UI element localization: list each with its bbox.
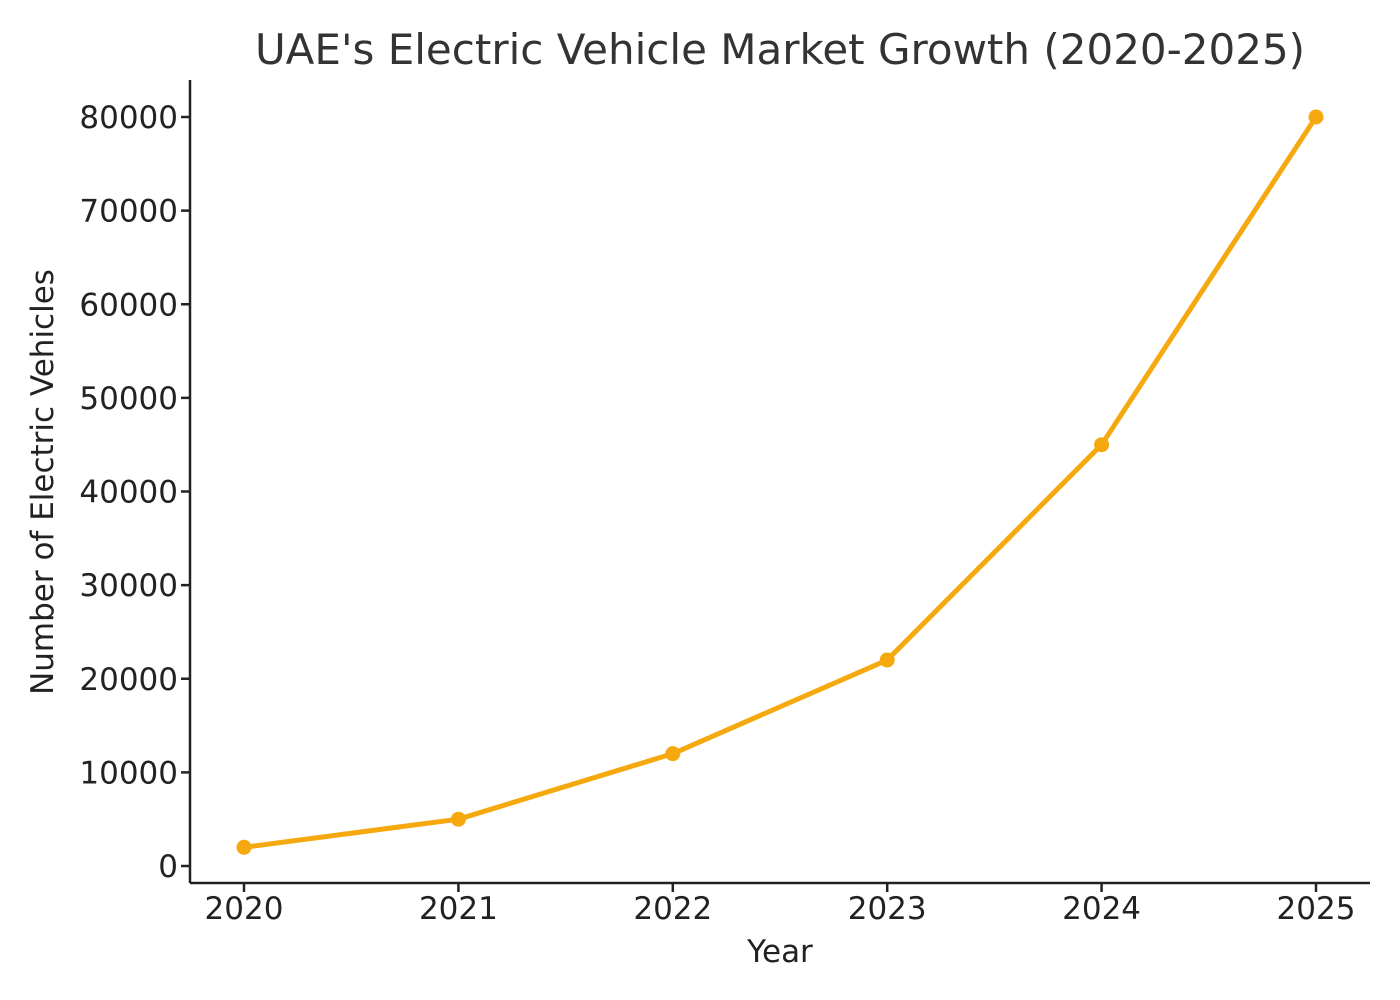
x-tick-label: 2021 [419, 891, 498, 927]
y-tick-label: 10000 [79, 755, 178, 791]
chart-title: UAE's Electric Vehicle Market Growth (20… [255, 25, 1305, 74]
data-point [1094, 437, 1110, 453]
x-axis-label: Year [746, 934, 813, 970]
x-tick-label: 2020 [205, 891, 284, 927]
data-point [236, 839, 252, 855]
y-axis-label: Number of Electric Vehicles [25, 269, 61, 695]
data-point [879, 652, 895, 668]
y-tick-label: 70000 [79, 194, 178, 230]
x-tick-label: 2023 [848, 891, 927, 927]
y-tick-label: 40000 [79, 475, 178, 511]
x-tick-label: 2025 [1277, 891, 1356, 927]
y-axis-ticks: 0 10000 20000 30000 40000 50000 60000 70000 8000… [79, 100, 190, 885]
x-axis-ticks: 2020 2021 2022 2023 2024 2025 [205, 883, 1356, 927]
x-tick-label: 2022 [633, 891, 712, 927]
y-tick-label: 50000 [79, 381, 178, 417]
y-tick-label: 80000 [79, 100, 178, 136]
x-tick-label: 2024 [1062, 891, 1141, 927]
plot-area: 0 10000 20000 30000 40000 50000 60000 70000 8000… [79, 80, 1370, 927]
data-point [450, 811, 466, 827]
y-tick-label: 60000 [79, 287, 178, 323]
y-tick-label: 30000 [79, 568, 178, 604]
data-point [1308, 109, 1324, 125]
series-layer [236, 109, 1324, 855]
data-point [665, 746, 681, 762]
series-line [241, 114, 1319, 850]
y-tick-label: 20000 [79, 662, 178, 698]
y-tick-label: 0 [158, 849, 178, 885]
